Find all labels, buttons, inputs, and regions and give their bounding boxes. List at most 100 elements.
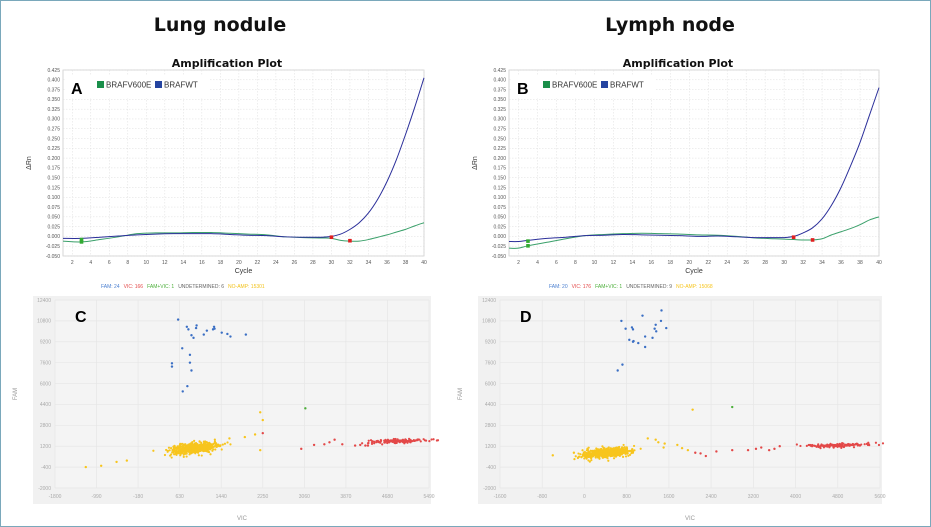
data-point [836, 444, 839, 448]
data-point [186, 449, 189, 452]
data-point [731, 448, 734, 452]
data-point [259, 448, 262, 452]
amplification-plot-title-b: Amplification Plot [622, 57, 734, 70]
x-tick-label: 14 [181, 260, 187, 266]
data-point [660, 309, 663, 312]
call-count: FAM+VIC: 1 [595, 284, 623, 290]
data-point [370, 442, 374, 445]
data-point [171, 451, 174, 454]
data-point [731, 405, 734, 409]
x-tick-label: 16 [649, 260, 655, 266]
call-count: NO-AMP: 15301 [228, 284, 265, 290]
data-point [622, 443, 625, 447]
data-point [390, 439, 394, 442]
data-point [773, 447, 776, 451]
data-point [586, 447, 589, 450]
y-tick-label: 0.150 [47, 175, 60, 181]
data-point [178, 451, 181, 454]
data-point [621, 363, 624, 366]
data-point [694, 451, 697, 454]
data-point [220, 448, 223, 451]
x-tick-label: 800 [622, 494, 631, 500]
y-tick-label: 0.175 [493, 166, 506, 172]
data-point [805, 444, 808, 448]
data-point [430, 438, 433, 441]
x-tick-label: 3200 [748, 494, 759, 500]
data-point [605, 447, 608, 451]
data-point [621, 455, 625, 458]
data-point [170, 362, 174, 365]
y-tick-label: 0.000 [493, 234, 506, 240]
data-point [746, 448, 750, 452]
data-point [593, 452, 596, 455]
data-point [778, 445, 781, 448]
y-axis-label: FAM [13, 388, 19, 400]
x-tick-label: 20 [686, 260, 692, 266]
y-tick-label: -0.050 [46, 254, 60, 260]
data-point [653, 327, 656, 330]
data-point [115, 460, 118, 464]
y-tick-label: 0.100 [493, 195, 506, 201]
data-point [169, 447, 173, 450]
data-point [594, 454, 597, 457]
data-point [213, 327, 216, 330]
x-tick-label: 3060 [299, 494, 310, 500]
data-point [359, 443, 362, 447]
x-tick-label: 630 [175, 494, 184, 500]
data-point [194, 326, 198, 330]
data-point [767, 448, 771, 452]
data-point [881, 442, 885, 445]
threshold-marker [79, 237, 84, 242]
data-point [411, 439, 414, 443]
data-point [207, 450, 211, 454]
data-point [435, 439, 439, 442]
data-point [574, 455, 577, 458]
x-tick-label: 22 [255, 260, 261, 266]
data-point [244, 333, 248, 336]
panel-label: D [520, 309, 532, 326]
data-point [172, 445, 175, 448]
data-point [183, 452, 186, 455]
y-tick-label: 0.425 [47, 68, 60, 74]
data-point [618, 449, 621, 452]
data-point [189, 450, 193, 453]
data-point [422, 438, 425, 441]
data-point [587, 459, 590, 462]
data-point [624, 327, 627, 330]
data-point [204, 440, 207, 443]
y-tick-label: 0.050 [493, 215, 506, 221]
data-point [704, 454, 708, 458]
legend-swatch [543, 81, 550, 88]
data-point [179, 449, 182, 452]
data-point [854, 443, 857, 446]
data-point [587, 455, 590, 459]
data-point [589, 449, 592, 452]
data-point [418, 438, 421, 441]
data-point [665, 326, 668, 330]
data-point [646, 437, 649, 440]
data-point [203, 447, 206, 450]
cluster-no-amp [84, 411, 264, 469]
data-point [606, 457, 609, 460]
data-point [643, 345, 647, 349]
data-point [618, 454, 621, 457]
data-point [187, 328, 190, 331]
data-point [261, 431, 264, 435]
data-point [196, 450, 199, 454]
call-count: NO-AMP: 15068 [676, 284, 713, 290]
x-axis-label: Cycle [685, 268, 703, 275]
x-tick-label: -1800 [49, 494, 62, 500]
data-point [596, 456, 600, 459]
data-point [214, 448, 217, 451]
x-tick-label: 2 [517, 260, 520, 266]
x-tick-label: 26 [743, 260, 749, 266]
y-axis-label: ΔRn [472, 156, 479, 170]
data-point [186, 384, 189, 388]
data-point [686, 448, 690, 452]
data-point [826, 443, 829, 446]
data-point [845, 444, 849, 447]
data-point [631, 451, 635, 454]
data-point [614, 455, 618, 458]
data-point [152, 449, 155, 452]
data-point [184, 443, 187, 446]
